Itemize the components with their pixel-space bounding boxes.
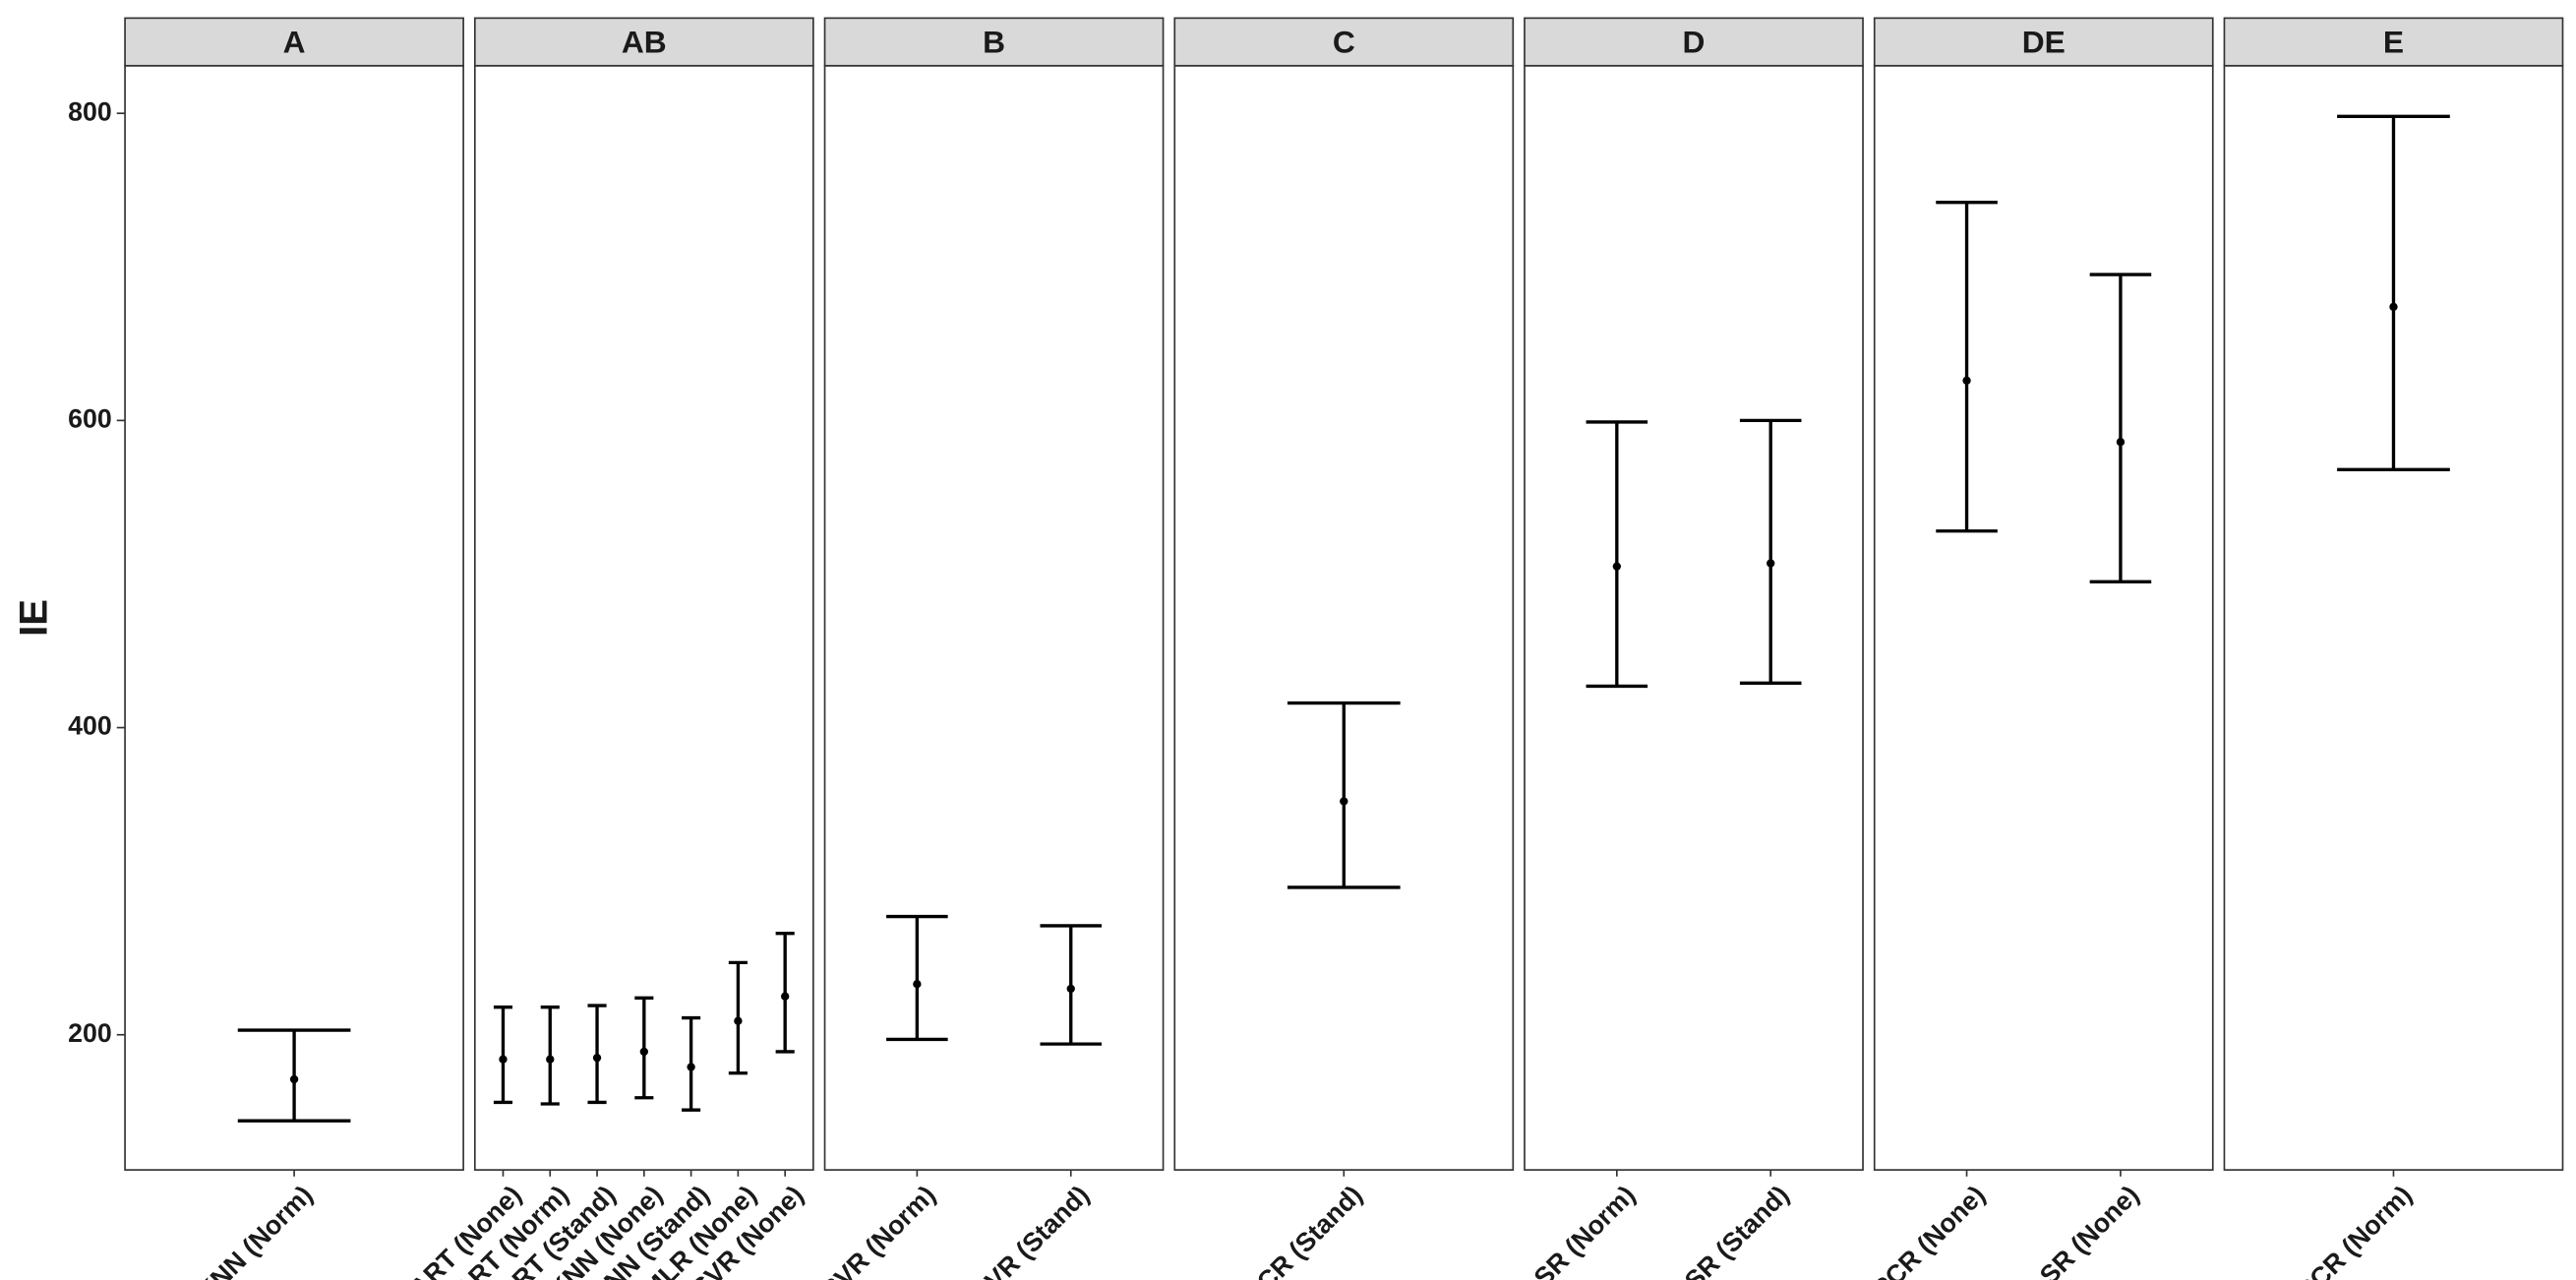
point — [289, 1074, 299, 1084]
x-tick-label: PCR (Stand) — [1238, 1180, 1367, 1280]
point — [592, 1053, 602, 1063]
y-tick-label: 400 — [68, 711, 112, 741]
point — [1340, 797, 1348, 806]
point — [546, 1055, 555, 1064]
strip — [1873, 17, 2214, 67]
strip — [124, 17, 464, 67]
panel — [1524, 64, 1864, 1171]
x-tick-label: PLSR (Stand) — [1655, 1180, 1795, 1280]
panel-title: B — [983, 24, 1005, 59]
panel-title: D — [1683, 24, 1706, 59]
point — [1767, 559, 1775, 568]
panel — [1173, 64, 1515, 1171]
y-tick-label: 200 — [68, 1018, 112, 1048]
x-tick-label: PCR (Norm) — [2292, 1180, 2418, 1280]
point — [687, 1063, 695, 1071]
panel-title: AB — [622, 24, 667, 59]
point — [639, 1047, 648, 1057]
panel — [1873, 64, 2214, 1171]
panel — [124, 64, 464, 1171]
panel-title: DE — [2022, 24, 2066, 59]
point — [780, 992, 790, 1001]
panel-title: C — [1333, 24, 1355, 59]
x-tick-label: SVR (Norm) — [816, 1180, 941, 1280]
y-tick-label: 600 — [68, 403, 112, 433]
point — [1066, 984, 1075, 994]
panel-title: A — [283, 24, 306, 59]
point — [2389, 302, 2398, 312]
point — [499, 1055, 508, 1064]
strip — [2223, 17, 2564, 67]
x-tick-label: PLSR (None) — [2010, 1180, 2145, 1280]
panel-title: E — [2383, 24, 2404, 59]
point — [2116, 438, 2126, 447]
point — [913, 980, 922, 989]
x-tick-label: SVR (Stand) — [967, 1180, 1095, 1280]
x-tick-label: PCR (None) — [1867, 1180, 1991, 1280]
x-tick-label: PLSR (Norm) — [1505, 1180, 1642, 1280]
point — [734, 1016, 743, 1025]
y-tick-label: 800 — [68, 96, 112, 126]
y-axis-label: IE — [12, 599, 55, 637]
panel — [823, 64, 1165, 1171]
x-tick-label: KNN (Norm) — [191, 1180, 318, 1280]
point — [1962, 376, 1971, 385]
strip — [823, 17, 1165, 67]
point — [1612, 562, 1621, 571]
